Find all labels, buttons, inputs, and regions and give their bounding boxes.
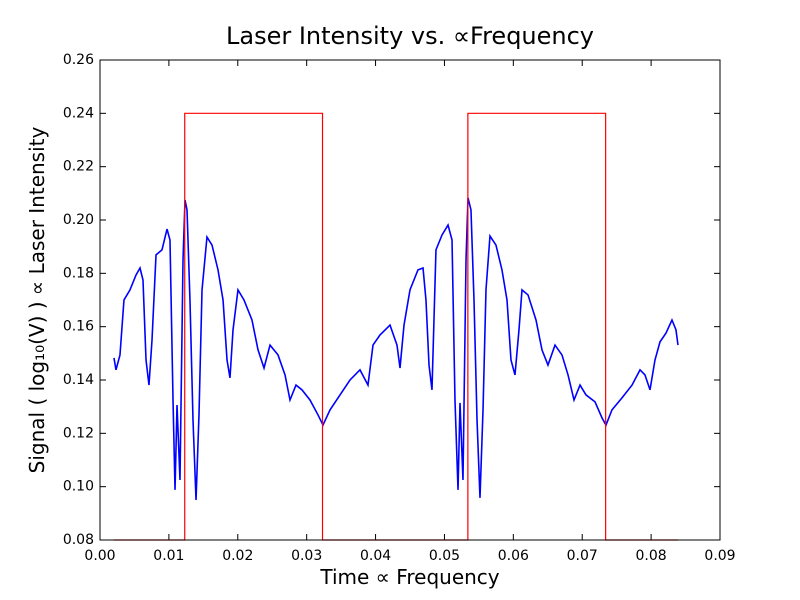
x-axis-label: Time ∝ Frequency <box>319 565 499 589</box>
y-tick-label: 0.12 <box>63 425 94 441</box>
x-tick-label: 0.06 <box>498 548 529 564</box>
y-tick-label: 0.08 <box>63 532 94 548</box>
x-tick-label: 0.07 <box>567 548 598 564</box>
y-tick-label: 0.22 <box>63 159 94 175</box>
x-tick-label: 0.01 <box>153 548 184 564</box>
y-tick-label: 0.18 <box>63 265 94 281</box>
y-tick-label: 0.24 <box>63 105 94 121</box>
x-tick-label: 0.09 <box>704 548 735 564</box>
x-tick-label: 0.02 <box>222 548 253 564</box>
y-tick-label: 0.10 <box>63 479 94 495</box>
plot-frame <box>99 59 721 541</box>
x-tick-label: 0.05 <box>429 548 460 564</box>
x-tick-label: 0.04 <box>360 548 391 564</box>
y-tick-label: 0.14 <box>63 372 94 388</box>
chart-title: Laser Intensity vs. ∝Frequency <box>226 22 594 50</box>
data-line <box>113 197 679 501</box>
x-tick-label: 0.03 <box>291 548 322 564</box>
y-tick-label: 0.20 <box>63 212 94 228</box>
y-tick-label: 0.16 <box>63 319 94 335</box>
x-tick-label: 0.00 <box>84 548 115 564</box>
y-axis-label: Signal ( log₁₀(V) ) ∝ Laser Intensity <box>25 127 49 474</box>
y-tick-label: 0.26 <box>63 52 94 68</box>
x-tick-label: 0.08 <box>636 548 667 564</box>
